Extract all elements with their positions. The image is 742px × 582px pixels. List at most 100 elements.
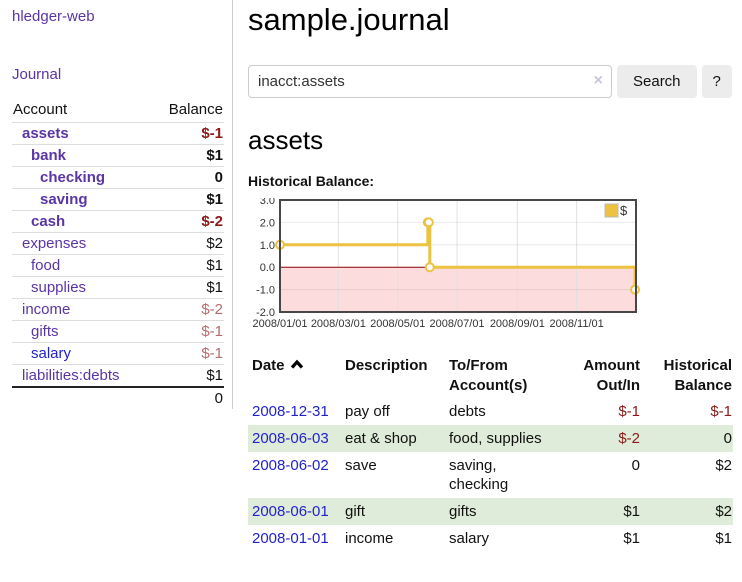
register-table: Date Description To/From Account(s) Amoun…: [248, 354, 733, 552]
transaction-description: eat & shop: [345, 430, 417, 447]
transaction-accounts: saving, checking: [449, 457, 509, 493]
transaction-amount: $1: [623, 530, 640, 547]
svg-text:2008/11/01: 2008/11/01: [550, 318, 604, 330]
account-row: saving $1: [12, 188, 224, 211]
account-link[interactable]: salary: [31, 345, 72, 362]
transaction-accounts: salary: [449, 530, 490, 547]
transaction-date-link[interactable]: 2008-12-31: [252, 403, 329, 420]
account-link[interactable]: gifts: [31, 323, 59, 340]
svg-text:-2.0: -2.0: [256, 307, 275, 319]
transaction-amount: $-2: [618, 430, 640, 447]
transaction-balance: $2: [715, 503, 732, 520]
transaction-balance: $1: [715, 530, 732, 547]
transaction-date-link[interactable]: 2008-06-01: [252, 503, 329, 520]
account-balance: $1: [151, 276, 224, 299]
transaction-description: gift: [345, 503, 366, 520]
search-input[interactable]: [248, 65, 612, 98]
svg-text:0.0: 0.0: [260, 262, 275, 274]
transaction-accounts: food, supplies: [449, 430, 542, 447]
svg-text:$: $: [620, 203, 628, 218]
svg-text:2008/07/01: 2008/07/01: [430, 318, 485, 330]
svg-text:2008/03/01: 2008/03/01: [311, 318, 366, 330]
account-link[interactable]: checking: [40, 169, 106, 186]
account-balance: $-1: [151, 320, 224, 343]
account-row: cash $-2: [12, 210, 224, 233]
account-balance: $2: [151, 232, 224, 255]
transaction-date-link[interactable]: 2008-01-01: [252, 530, 329, 547]
account-link[interactable]: assets: [22, 125, 69, 142]
account-link[interactable]: income: [22, 301, 71, 318]
transaction-date-link[interactable]: 2008-06-02: [252, 457, 329, 474]
transaction-amount: $1: [623, 503, 640, 520]
account-link[interactable]: expenses: [22, 235, 87, 252]
account-row: expenses $2: [12, 232, 224, 255]
account-row: assets $-1: [12, 122, 224, 145]
search-form: × Search ?: [248, 65, 733, 98]
transaction-row: 2008-06-01 gift gifts $1 $2: [248, 498, 733, 525]
transaction-description: income: [345, 530, 394, 547]
balance-column-header-register: Historical Balance: [663, 357, 732, 394]
sidebar: hledger-web Journal Account Balance asse…: [0, 0, 233, 409]
transaction-row: 2008-06-03 eat & shop food, supplies $-2…: [248, 425, 733, 452]
transaction-accounts: gifts: [449, 503, 477, 520]
account-link[interactable]: food: [31, 257, 61, 274]
account-row: income $-2: [12, 298, 224, 321]
account-balance: $-1: [151, 122, 224, 145]
historical-balance-chart: $3.0 2.0 1.0 0.0 -1.0 -2.0 2008/01/01 2008/03/0…: [248, 195, 733, 332]
account-column-header: Account: [13, 101, 68, 118]
transaction-row: 2008-06-02 save saving, checking 0 $2: [248, 452, 733, 498]
transaction-row: 2008-12-31 pay off debts $-1 $-1: [248, 398, 733, 425]
account-row: bank $1: [12, 144, 224, 167]
help-button[interactable]: ?: [701, 65, 732, 98]
brand-link[interactable]: hledger-web: [12, 8, 95, 25]
page: hledger-web Journal Account Balance asse…: [0, 0, 742, 552]
account-balance: $1: [151, 144, 224, 167]
transaction-balance: 0: [723, 430, 732, 447]
transaction-date-link[interactable]: 2008-06-03: [252, 430, 329, 447]
balance-column-header: Balance: [168, 101, 223, 118]
account-total-balance: 0: [151, 386, 224, 409]
svg-text:2008/01/01: 2008/01/01: [252, 318, 307, 330]
svg-text:2008/09/01: 2008/09/01: [490, 318, 545, 330]
account-row: liabilities:debts $1: [12, 364, 224, 387]
account-balance: $-1: [151, 342, 224, 365]
account-link[interactable]: supplies: [31, 279, 87, 296]
transaction-balance: $-1: [710, 403, 732, 420]
search-button[interactable]: Search: [617, 65, 697, 98]
date-column-header[interactable]: Date: [248, 354, 345, 398]
transaction-row: 2008-01-01 income salary $1 $1: [248, 525, 733, 552]
accounts-column-header: To/From Account(s): [449, 357, 528, 394]
account-row: checking 0: [12, 166, 224, 189]
account-balance: $1: [151, 364, 224, 387]
transaction-amount: 0: [631, 457, 640, 474]
account-link[interactable]: cash: [31, 213, 66, 230]
transaction-description: pay off: [345, 403, 390, 420]
transaction-accounts: debts: [449, 403, 486, 420]
account-row: food $1: [12, 254, 224, 277]
main-content: sample.journal × Search ? assets Histori…: [233, 0, 742, 552]
transaction-balance: $2: [715, 457, 732, 474]
sidebar-item-journal[interactable]: Journal: [12, 66, 62, 83]
account-balance: $-2: [151, 298, 224, 321]
account-row: supplies $1: [12, 276, 224, 299]
svg-text:-1.0: -1.0: [256, 285, 275, 297]
account-link[interactable]: bank: [31, 147, 67, 164]
transaction-amount: $-1: [618, 403, 640, 420]
svg-text:1.0: 1.0: [260, 240, 275, 252]
account-link[interactable]: saving: [40, 191, 88, 208]
amount-column-header: Amount Out/In: [583, 357, 640, 394]
account-balance: $-2: [151, 210, 224, 233]
account-balance: 0: [151, 166, 224, 189]
svg-text:2.0: 2.0: [260, 217, 275, 229]
account-balance: $1: [151, 254, 224, 277]
account-heading: assets: [248, 125, 324, 155]
description-column-header: Description: [345, 357, 428, 374]
clear-search-icon[interactable]: ×: [593, 72, 603, 89]
chevron-up-icon: [290, 356, 304, 376]
account-link[interactable]: liabilities:debts: [22, 367, 120, 384]
chart-title: Historical Balance:: [248, 173, 375, 189]
account-total-row: 0: [12, 386, 224, 409]
register-header-row: Date Description To/From Account(s) Amoun…: [248, 354, 733, 398]
account-tree-table: Account Balance assets $-1 bank $1: [12, 98, 224, 409]
account-balance: $1: [151, 188, 224, 211]
